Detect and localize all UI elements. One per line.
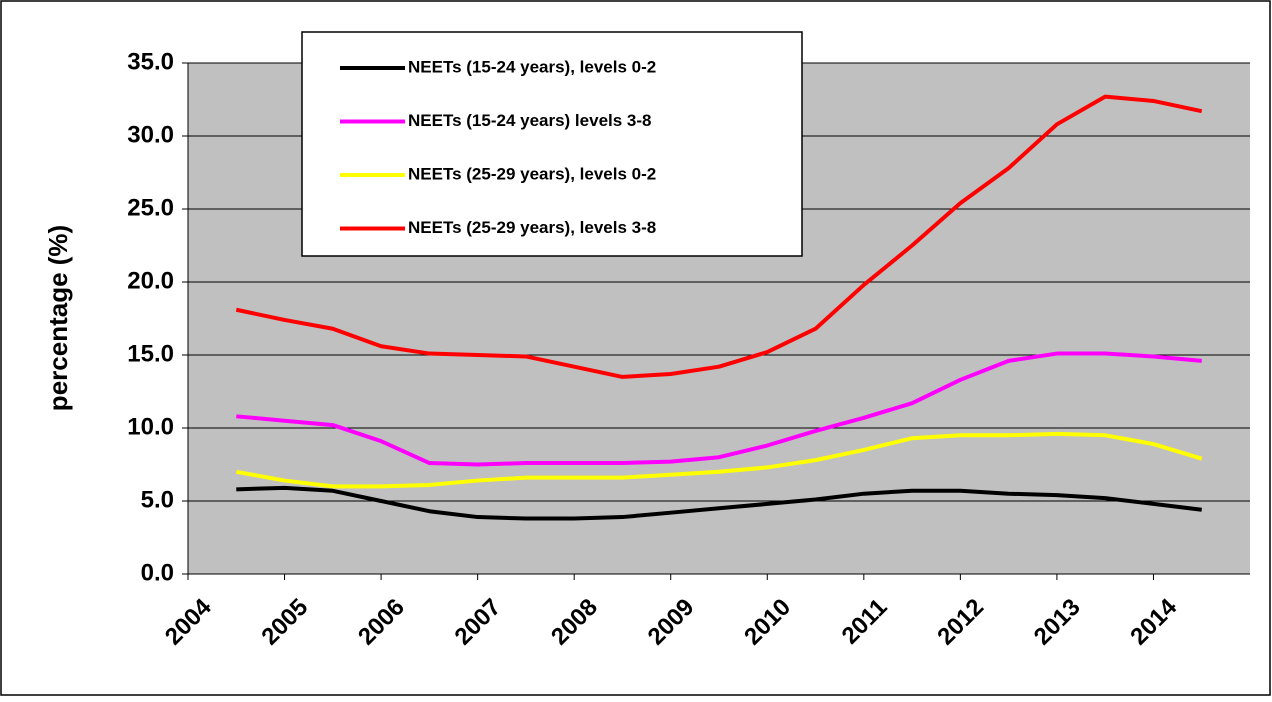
series-line [236, 485, 1202, 521]
legend-label: NEETs (25-29 years), levels 0-2 [408, 164, 656, 183]
y-tick-label: 35.0 [127, 48, 174, 75]
y-tick-label: 20.0 [127, 267, 174, 294]
series-line [235, 94, 1203, 379]
y-tick-label: 5.0 [141, 486, 174, 513]
legend-label: NEETs (15-24 years) levels 3-8 [408, 111, 652, 130]
series-line [236, 351, 1202, 467]
y-axis-label: percentage (%) [43, 225, 73, 411]
y-tick-label: 30.0 [127, 121, 174, 148]
y-tick-label: 25.0 [127, 194, 174, 221]
y-tick-label: 15.0 [127, 340, 174, 367]
legend-label: NEETs (25-29 years), levels 3-8 [408, 218, 656, 237]
series-line [235, 431, 1203, 489]
legend-label: NEETs (15-24 years), levels 0-2 [408, 57, 656, 76]
y-tick-label: 10.0 [127, 413, 174, 440]
y-tick-label: 0.0 [141, 559, 174, 586]
